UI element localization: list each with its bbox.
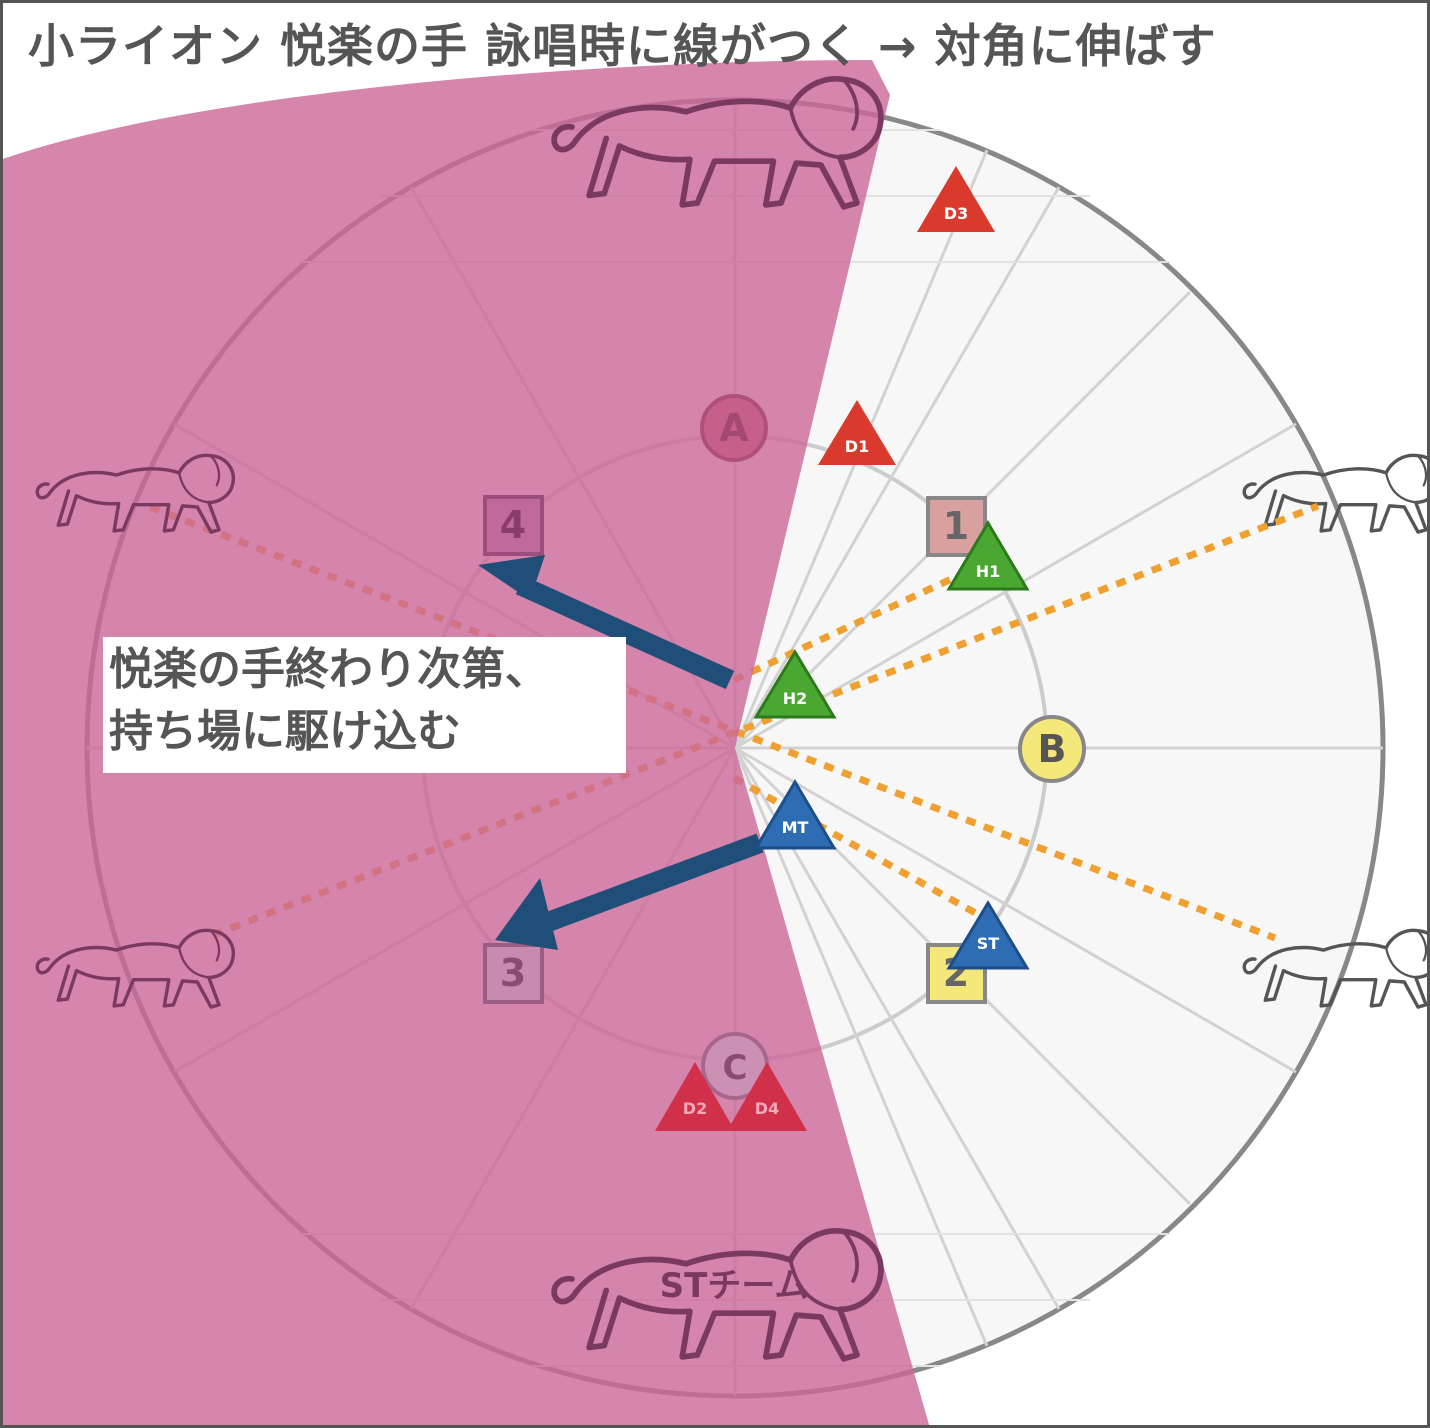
waymark-3-label: 3 (500, 951, 526, 995)
instruction-line-2: 持ち場に駆け込む (109, 706, 461, 757)
move-arrow (478, 555, 735, 690)
waymark-c: C (701, 1032, 769, 1100)
player-st: ST (946, 900, 1030, 970)
player-mt: MT (753, 779, 837, 850)
player-d3: D3 (917, 166, 995, 232)
player-d4: D4 (727, 1062, 807, 1131)
waymark-3: 3 (483, 943, 544, 1004)
waymark-b-label: B (1038, 727, 1067, 771)
player-h1-label: H1 (976, 562, 1001, 581)
waymark-4: 4 (483, 495, 544, 556)
player-d3-label: D3 (944, 204, 968, 223)
player-d2-label: D2 (683, 1099, 707, 1118)
waymark-4-label: 4 (500, 503, 526, 547)
waymark-a-label: A (719, 406, 749, 450)
player-d1-label: D1 (845, 437, 869, 456)
page-title: 小ライオン 悦楽の手 詠唱時に線がつく → 対角に伸ばす (28, 19, 1217, 73)
player-h2-label: H2 (783, 689, 808, 708)
st-team-label: STチーム (660, 1266, 809, 1306)
player-h2: H2 (753, 649, 837, 719)
player-d2: D2 (655, 1062, 735, 1131)
waymark-1-label: 1 (943, 504, 969, 548)
player-d1: D1 (818, 400, 896, 465)
instruction-line-1: 悦楽の手終わり次第、 (109, 644, 549, 695)
player-d4-label: D4 (755, 1099, 779, 1118)
waymark-b: B (1018, 715, 1086, 783)
instruction-note: 悦楽の手終わり次第、 持ち場に駆け込む (103, 637, 626, 773)
waymark-a: A (700, 394, 768, 462)
waymark-c-label: C (723, 1048, 748, 1088)
move-arrow (495, 833, 764, 950)
player-st-label: ST (977, 934, 1000, 953)
player-mt-label: MT (782, 818, 809, 837)
waymark-1: 1 (926, 496, 987, 557)
player-h1: H1 (946, 520, 1030, 591)
